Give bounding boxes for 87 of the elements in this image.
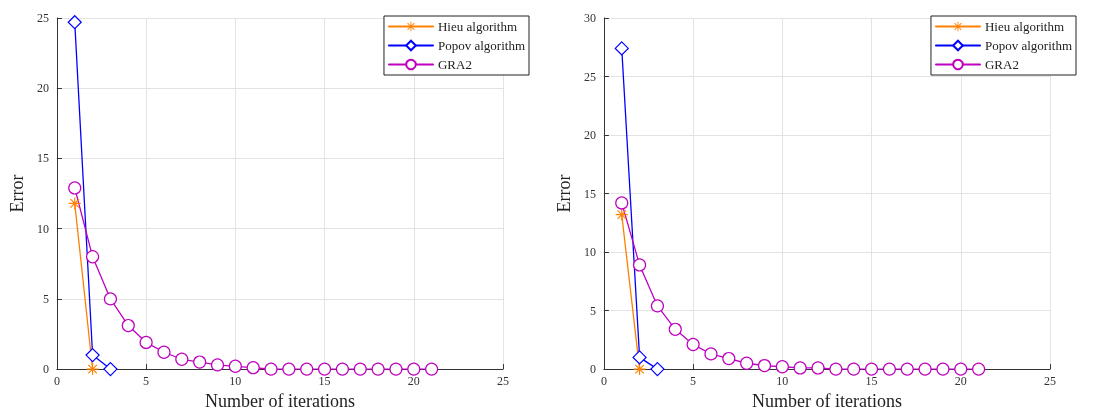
point (353, 362, 367, 376)
point (68, 181, 82, 195)
x-tick-label: 15 (318, 374, 331, 389)
point (882, 362, 896, 376)
point (85, 347, 100, 363)
point (264, 362, 278, 376)
x-tick-label: 25 (1044, 374, 1056, 389)
point (175, 352, 189, 366)
x-tick-label: 0 (600, 374, 607, 389)
point (704, 347, 718, 361)
point (389, 362, 403, 376)
point (829, 362, 843, 376)
point (86, 250, 100, 264)
point (210, 358, 225, 372)
x-tick-label: 10 (776, 374, 789, 389)
y-tick-label: 25 (583, 69, 596, 84)
legend-label: GRA2 (437, 57, 472, 72)
point (633, 258, 647, 272)
x-tick-label: 10 (229, 374, 242, 389)
x-tick-label: 25 (497, 374, 509, 389)
legend-label: Popov algorithm (437, 38, 525, 53)
point (407, 362, 421, 376)
y-tick-label: 5 (589, 303, 596, 318)
y-tick-label: 20 (583, 128, 596, 143)
legend-label: Hieu algorithm (984, 19, 1065, 34)
point (864, 362, 879, 376)
point (615, 208, 628, 221)
point (686, 337, 700, 352)
point (740, 356, 754, 370)
y-axis-title: Error (7, 174, 27, 213)
point (918, 362, 932, 376)
x-axis-title: Number of iterations (204, 391, 355, 411)
point (121, 318, 135, 333)
point (371, 362, 385, 376)
point (228, 359, 242, 373)
y-tick-label: 0 (589, 362, 596, 377)
point (300, 362, 314, 376)
point (103, 292, 118, 306)
y-tick-label: 10 (583, 245, 596, 260)
y-axis-title: Error (554, 174, 574, 213)
point (757, 358, 772, 373)
point (86, 363, 99, 376)
y-tick-label: 15 (583, 186, 596, 201)
x-axis-title: Number of iterations (751, 391, 902, 411)
point (632, 350, 647, 365)
y-tick-label: 15 (36, 151, 49, 166)
point (317, 362, 332, 376)
point (847, 362, 861, 376)
x-tick-label: 15 (865, 374, 878, 389)
x-tick-label: 0 (53, 374, 60, 389)
point (775, 360, 789, 374)
point (900, 362, 914, 376)
y-tick-label: 5 (42, 291, 49, 306)
point (650, 362, 665, 377)
point (282, 362, 296, 376)
point (972, 362, 986, 376)
point (425, 362, 439, 376)
y-tick-label: 25 (36, 11, 49, 25)
y-tick-label: 30 (583, 11, 596, 25)
point (811, 361, 825, 375)
point (68, 197, 81, 210)
x-tick-label: 5 (143, 374, 150, 389)
point (650, 299, 665, 313)
point (103, 362, 118, 377)
legend-label: Popov algorithm (984, 38, 1072, 53)
legend-label: GRA2 (984, 57, 1019, 72)
point (793, 361, 807, 375)
point (335, 362, 349, 376)
point (615, 196, 629, 210)
y-tick-label: 10 (36, 221, 49, 236)
point (954, 362, 968, 376)
x-tick-label: 20 (407, 374, 420, 389)
point (246, 361, 260, 375)
y-tick-label: 0 (42, 362, 49, 377)
point (668, 322, 682, 336)
x-tick-label: 20 (954, 374, 967, 389)
legend-label: Hieu algorithm (437, 19, 518, 34)
point (936, 362, 950, 376)
point (722, 351, 736, 366)
point (614, 41, 629, 56)
point (193, 355, 207, 369)
point (157, 345, 171, 359)
y-tick-label: 20 (36, 81, 49, 96)
point (139, 335, 153, 350)
point (67, 15, 82, 30)
x-tick-label: 5 (690, 374, 697, 389)
point (633, 363, 646, 376)
